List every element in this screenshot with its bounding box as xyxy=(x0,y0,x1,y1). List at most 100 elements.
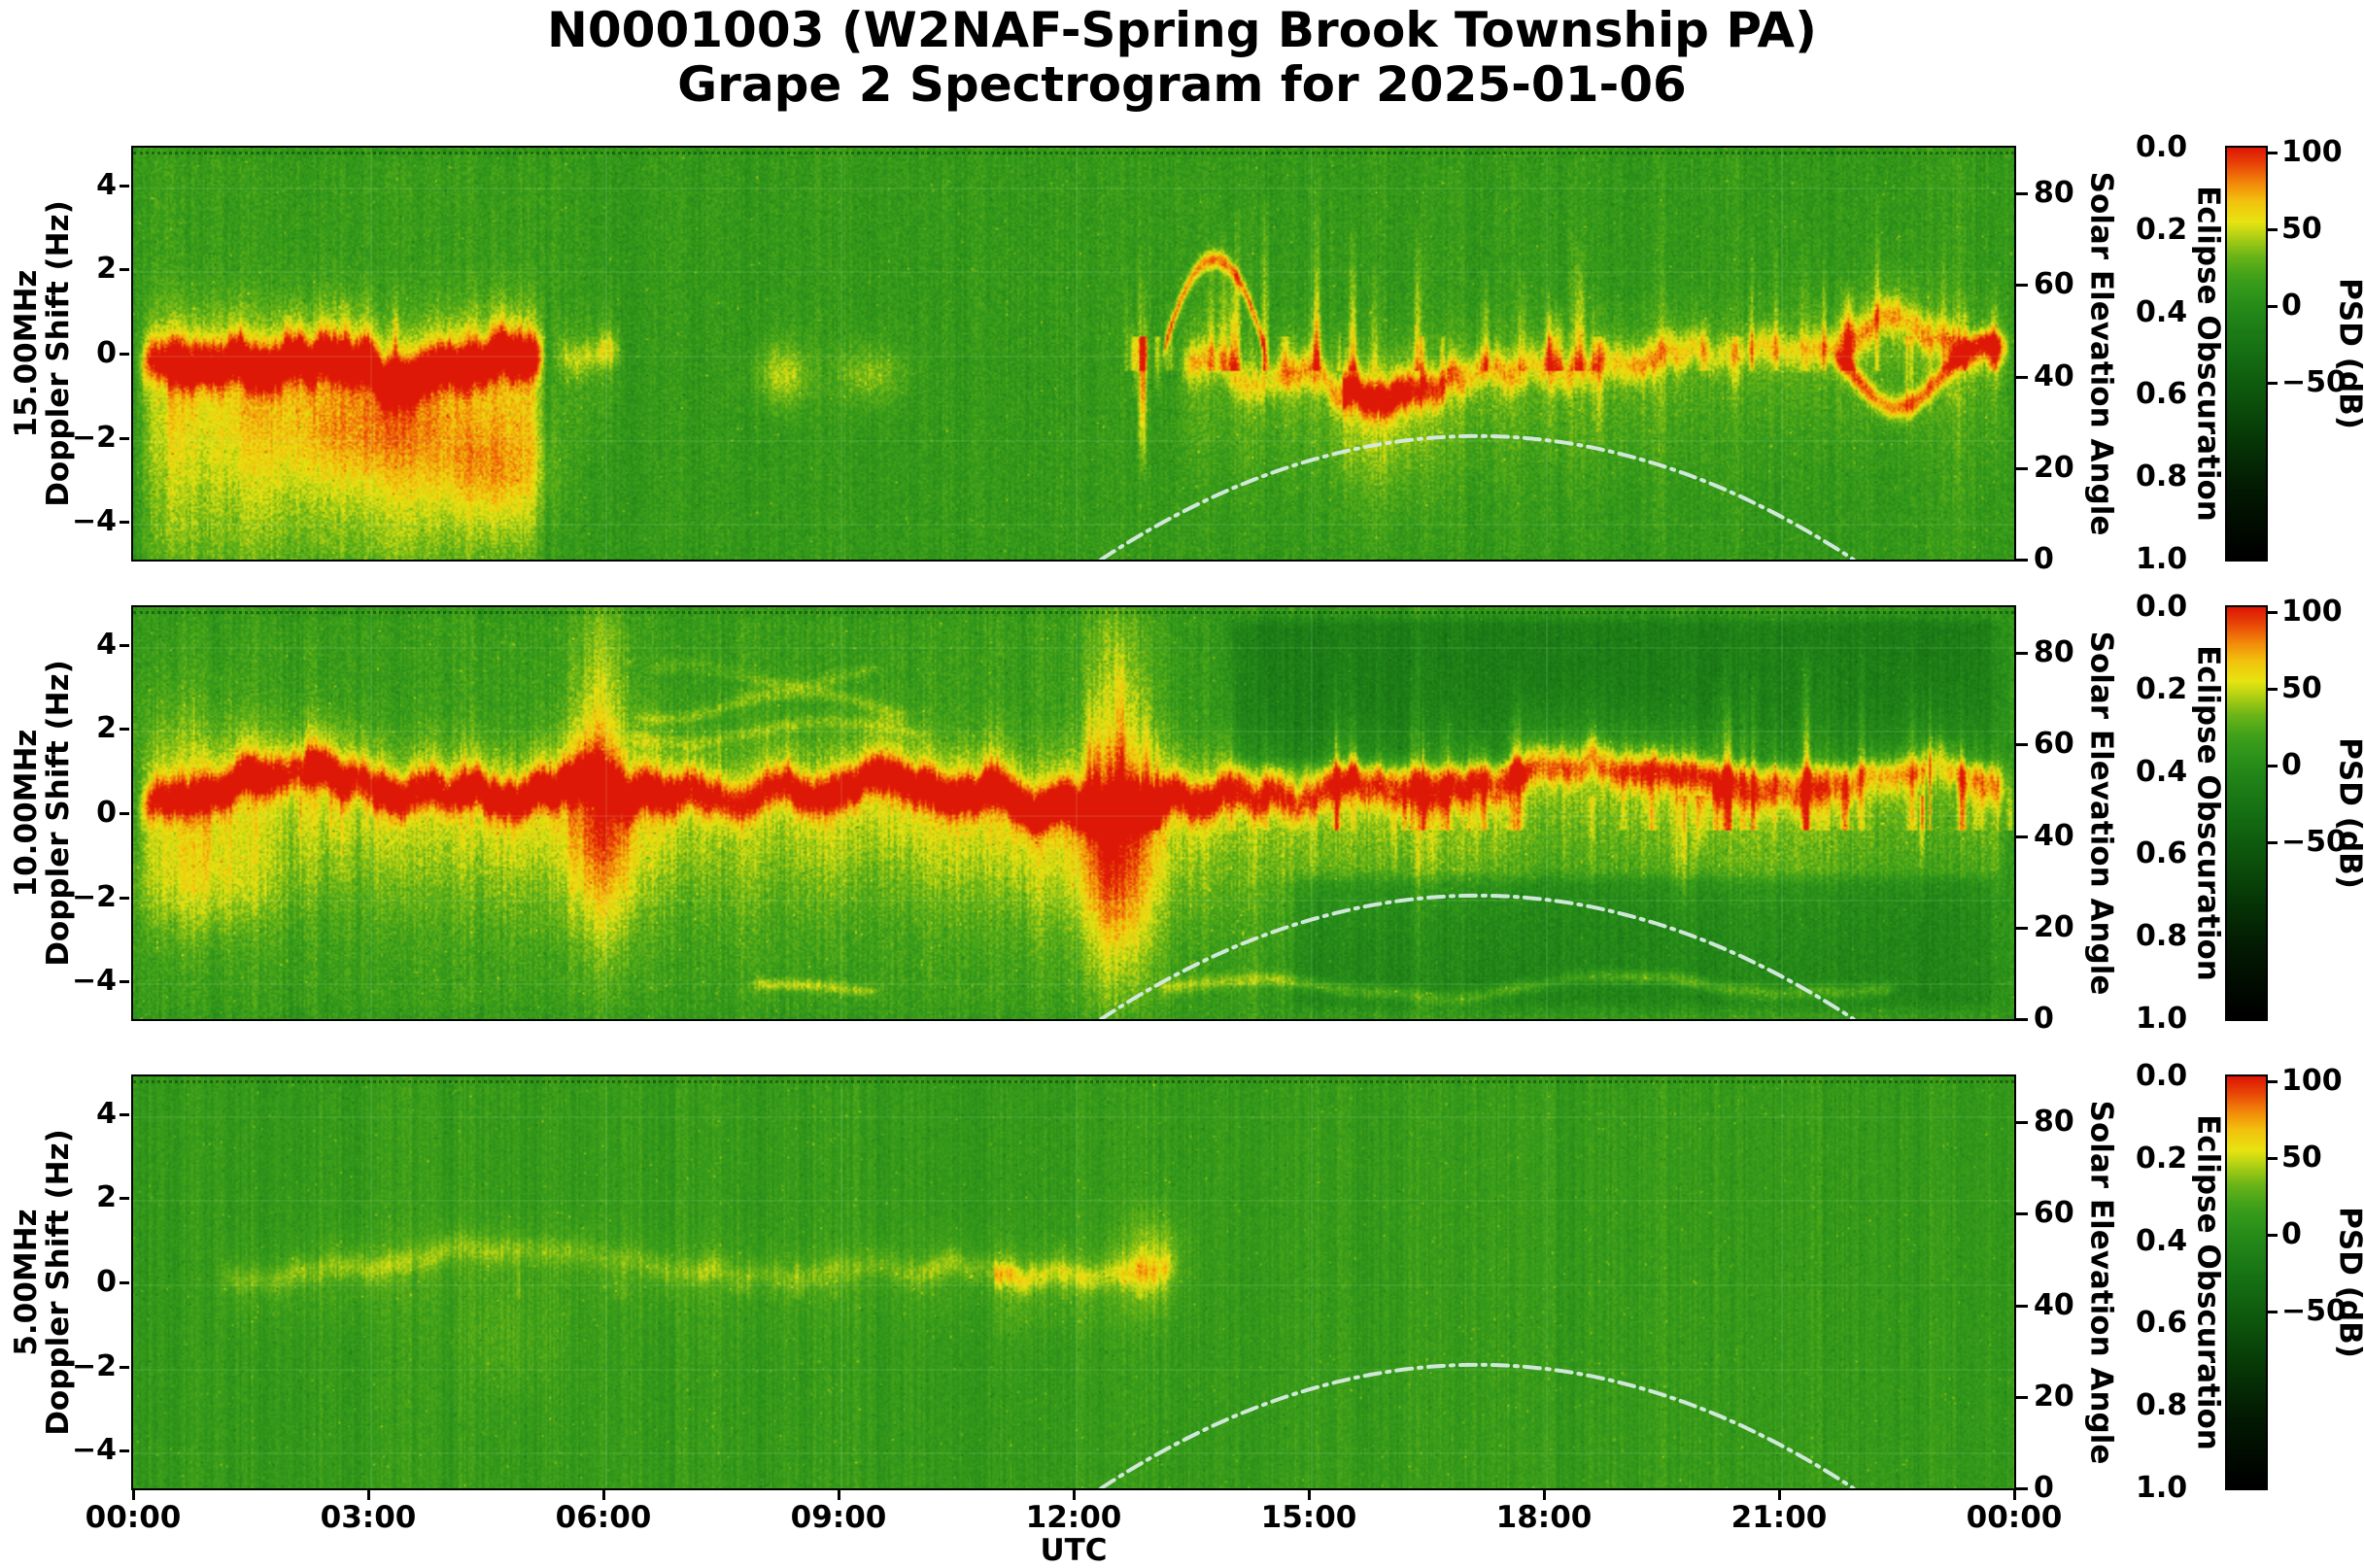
doppler-tick-marks xyxy=(120,146,129,562)
spectrogram-canvas-15mhz xyxy=(133,148,2014,560)
spectrogram-canvas-10mhz xyxy=(133,607,2014,1019)
colorbar-tick-marks xyxy=(2268,146,2278,562)
eclipse-tick-label: 1.0 xyxy=(2136,1004,2192,1035)
tick-mark xyxy=(2268,1157,2278,1160)
tick-mark xyxy=(120,1113,129,1116)
figure-title-line2: Grape 2 Spectrogram for 2025-01-06 xyxy=(0,58,2364,111)
tick-mark xyxy=(367,1490,370,1500)
tick-mark xyxy=(2016,1396,2028,1399)
x-tick-label: 00:00 xyxy=(65,1502,201,1533)
tick-mark xyxy=(1778,1490,1781,1500)
eclipse-tick-label: 0.2 xyxy=(2136,215,2192,246)
x-tick-label: 06:00 xyxy=(535,1502,671,1533)
eclipse-tick-label: 0.6 xyxy=(2136,838,2192,869)
colorbar-tick-label: 100 xyxy=(2281,597,2342,628)
tick-mark xyxy=(120,437,129,440)
eclipse-tick-label: 0.8 xyxy=(2136,461,2192,493)
tick-mark xyxy=(2016,192,2028,195)
tick-mark xyxy=(120,1449,129,1452)
tick-mark xyxy=(2016,284,2028,287)
doppler-tick-label: −4 xyxy=(62,1435,117,1466)
eclipse-tick-label: 1.0 xyxy=(2136,544,2192,575)
tick-mark xyxy=(2268,611,2278,614)
eclipse-tick-label: 0.4 xyxy=(2136,297,2192,328)
eclipse-tick-label: 0.8 xyxy=(2136,921,2192,952)
solar-tick-marks xyxy=(2016,146,2028,562)
tick-mark xyxy=(2016,743,2028,746)
doppler-tick-label: −4 xyxy=(62,506,117,537)
colorbar-tick-marks xyxy=(2268,605,2278,1021)
spectrogram-plot-10mhz xyxy=(131,605,2016,1021)
colorbar-tick-label: 50 xyxy=(2281,1142,2342,1174)
eclipse-tick-label: 0.0 xyxy=(2136,1061,2192,1092)
eclipse-axis-label: Eclipse Obscuration xyxy=(2192,645,2224,981)
tick-mark xyxy=(120,1197,129,1200)
colorbar-tick-label: 100 xyxy=(2281,137,2342,168)
x-tick-label: 15:00 xyxy=(1241,1502,1377,1533)
eclipse-tick-label: 0.0 xyxy=(2136,592,2192,623)
tick-mark xyxy=(2268,1311,2278,1313)
eclipse-tick-label: 0.6 xyxy=(2136,1308,2192,1339)
tick-mark xyxy=(2016,1121,2028,1124)
tick-mark xyxy=(2268,688,2278,691)
tick-mark xyxy=(132,1490,135,1500)
tick-mark xyxy=(2016,652,2028,655)
tick-mark xyxy=(120,897,129,900)
tick-mark xyxy=(1308,1490,1311,1500)
doppler-tick-label: 4 xyxy=(62,1099,117,1130)
colorbar-gradient xyxy=(2227,148,2266,560)
x-tick-label: 18:00 xyxy=(1476,1502,1612,1533)
solar-tick-label: 0 xyxy=(2034,544,2094,575)
doppler-tick-label: 2 xyxy=(62,713,117,744)
tick-mark xyxy=(2016,1018,2028,1021)
tick-mark xyxy=(2268,765,2278,767)
tick-mark xyxy=(1073,1490,1076,1500)
doppler-tick-label: 0 xyxy=(62,338,117,369)
tick-mark xyxy=(838,1490,840,1500)
tick-mark xyxy=(2268,841,2278,844)
doppler-tick-label: −2 xyxy=(62,882,117,913)
tick-mark xyxy=(120,1366,129,1369)
tick-mark xyxy=(120,644,129,647)
doppler-tick-label: 4 xyxy=(62,170,117,201)
doppler-tick-label: −2 xyxy=(62,1351,117,1382)
doppler-tick-label: −2 xyxy=(62,423,117,454)
tick-mark xyxy=(2016,559,2028,562)
eclipse-tick-label: 0.2 xyxy=(2136,1143,2192,1175)
x-axis-title: UTC xyxy=(131,1535,2016,1567)
colorbar-10mhz xyxy=(2225,605,2268,1021)
tick-mark xyxy=(2268,1234,2278,1237)
tick-mark xyxy=(120,185,129,187)
colorbar-gradient xyxy=(2227,607,2266,1019)
top-dotted-line xyxy=(133,611,2014,614)
tick-mark xyxy=(2016,835,2028,838)
top-dotted-line xyxy=(133,152,2014,154)
tick-mark xyxy=(2268,305,2278,308)
eclipse-tick-label: 0.2 xyxy=(2136,674,2192,705)
ylabel-frequency: 5.00MHz xyxy=(11,1129,43,1436)
tick-mark xyxy=(2016,376,2028,379)
spectrogram-canvas-5mhz xyxy=(133,1076,2014,1488)
top-dotted-line xyxy=(133,1080,2014,1083)
doppler-tick-label: 0 xyxy=(62,798,117,829)
tick-mark xyxy=(2268,228,2278,231)
tick-mark xyxy=(120,728,129,731)
tick-mark xyxy=(2013,1490,2016,1500)
tick-mark xyxy=(2016,467,2028,470)
solar-axis-label: Solar Elevation Angle xyxy=(2085,631,2117,996)
colorbar-gradient xyxy=(2227,1076,2266,1488)
colorbar-5mhz xyxy=(2225,1074,2268,1490)
eclipse-tick-label: 0.6 xyxy=(2136,379,2192,410)
tick-mark xyxy=(602,1490,605,1500)
ylabel-frequency: 15.00MHz xyxy=(11,200,43,507)
tick-mark xyxy=(2268,1080,2278,1083)
